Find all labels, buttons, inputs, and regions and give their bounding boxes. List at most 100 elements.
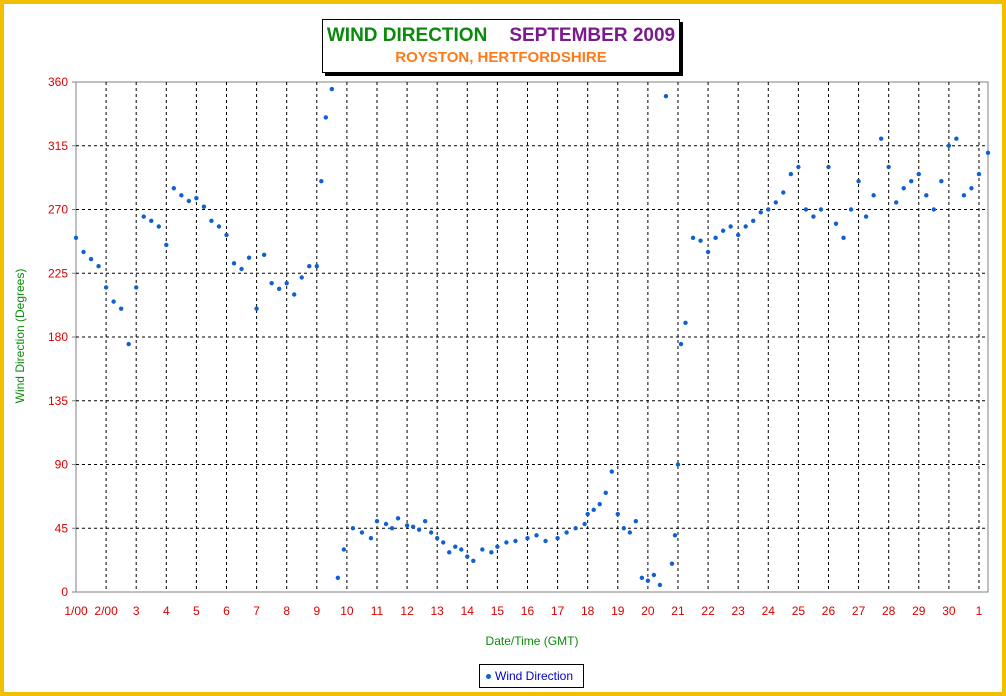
chart-title: WIND DIRECTION bbox=[326, 25, 488, 46]
data-point bbox=[368, 535, 374, 541]
data-point bbox=[585, 511, 590, 517]
data-point bbox=[329, 86, 335, 92]
data-point bbox=[615, 511, 620, 517]
data-point bbox=[307, 263, 312, 269]
data-point bbox=[672, 533, 678, 538]
y-tick-label: 180 bbox=[48, 330, 68, 344]
data-point bbox=[231, 261, 237, 266]
y-tick-label: 135 bbox=[48, 394, 68, 408]
x-tick-label: 2/00 bbox=[94, 604, 118, 618]
data-point bbox=[657, 582, 663, 588]
x-tick-label: 9 bbox=[313, 604, 320, 618]
y-tick-label: 225 bbox=[48, 266, 68, 280]
x-tick-label: 3 bbox=[133, 604, 140, 618]
x-tick-label: 27 bbox=[852, 604, 866, 618]
data-point bbox=[931, 207, 937, 212]
data-point bbox=[591, 507, 596, 513]
data-point bbox=[428, 530, 434, 535]
data-point bbox=[878, 136, 884, 141]
x-tick-label: 5 bbox=[193, 604, 200, 618]
data-point bbox=[893, 200, 899, 205]
data-point bbox=[690, 235, 696, 241]
data-point bbox=[564, 530, 569, 535]
data-point bbox=[299, 275, 304, 280]
x-tick-label: 26 bbox=[822, 604, 836, 618]
x-tick-label: 18 bbox=[581, 604, 595, 618]
x-tick-label: 22 bbox=[701, 604, 715, 618]
data-point bbox=[758, 210, 763, 215]
data-point bbox=[239, 266, 244, 272]
data-point bbox=[103, 285, 109, 290]
data-point bbox=[194, 195, 199, 201]
data-point bbox=[504, 540, 509, 545]
data-point bbox=[284, 280, 289, 286]
data-point bbox=[713, 235, 718, 241]
data-point bbox=[434, 535, 440, 541]
data-point bbox=[856, 178, 861, 184]
data-point bbox=[404, 523, 410, 528]
data-point bbox=[603, 490, 608, 496]
data-point bbox=[224, 232, 229, 238]
data-point bbox=[441, 540, 446, 545]
data-point bbox=[811, 214, 816, 219]
data-point bbox=[582, 521, 587, 527]
data-point bbox=[389, 526, 395, 531]
x-tick-label: 19 bbox=[611, 604, 625, 618]
data-point bbox=[374, 518, 380, 524]
data-point bbox=[985, 150, 991, 156]
x-tick-label: 24 bbox=[762, 604, 776, 618]
data-point bbox=[261, 252, 267, 258]
y-tick-label: 270 bbox=[48, 203, 68, 217]
x-tick-label: 4 bbox=[163, 604, 170, 618]
x-tick-label: 30 bbox=[942, 604, 956, 618]
x-axis-title: Date/Time (GMT) bbox=[486, 634, 579, 648]
data-point bbox=[946, 143, 952, 148]
data-point bbox=[179, 193, 184, 198]
data-point bbox=[350, 526, 356, 531]
y-tick-label: 0 bbox=[61, 585, 68, 599]
data-point bbox=[459, 547, 464, 552]
data-point bbox=[871, 193, 876, 198]
data-point bbox=[788, 171, 794, 177]
x-tick-label: 25 bbox=[792, 604, 806, 618]
data-point bbox=[335, 575, 341, 581]
data-point bbox=[246, 255, 252, 260]
data-point bbox=[534, 533, 539, 538]
data-point bbox=[924, 193, 929, 198]
data-point bbox=[833, 221, 839, 226]
data-point bbox=[81, 249, 86, 255]
data-point bbox=[751, 218, 756, 224]
data-point bbox=[976, 171, 982, 177]
data-point bbox=[826, 164, 831, 170]
x-tick-label: 29 bbox=[912, 604, 926, 618]
chart-subtitle: ROYSTON, HERTFORDSHIRE bbox=[395, 49, 607, 66]
data-point bbox=[621, 526, 627, 531]
data-point bbox=[633, 518, 639, 524]
x-tick-label: 16 bbox=[521, 604, 535, 618]
data-point bbox=[96, 263, 101, 269]
data-point bbox=[901, 186, 906, 191]
data-point bbox=[359, 530, 365, 535]
x-tick-label: 21 bbox=[671, 604, 685, 618]
data-point bbox=[525, 535, 530, 541]
data-point bbox=[609, 469, 614, 474]
data-point bbox=[292, 292, 297, 297]
data-point bbox=[269, 280, 274, 286]
data-point bbox=[513, 538, 518, 544]
data-point bbox=[471, 558, 476, 564]
data-point bbox=[683, 320, 688, 326]
data-point bbox=[916, 171, 921, 177]
data-point bbox=[410, 524, 416, 530]
data-point bbox=[796, 164, 801, 170]
y-tick-label: 360 bbox=[48, 75, 68, 89]
data-point bbox=[773, 200, 779, 205]
data-point bbox=[766, 207, 771, 212]
data-point bbox=[383, 521, 389, 527]
data-point bbox=[645, 578, 651, 583]
data-point bbox=[705, 249, 711, 255]
data-point bbox=[171, 186, 177, 191]
data-point bbox=[201, 204, 207, 209]
data-point bbox=[663, 93, 669, 99]
x-tick-label: 23 bbox=[731, 604, 745, 618]
